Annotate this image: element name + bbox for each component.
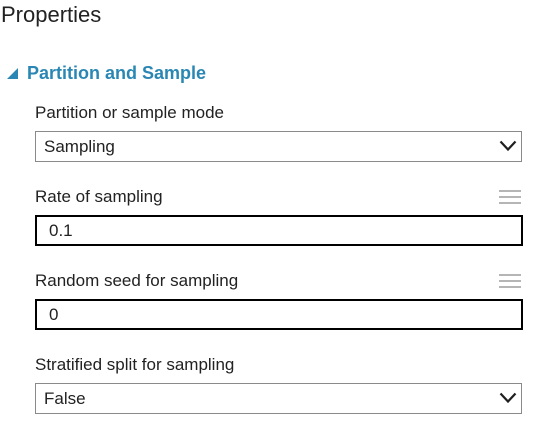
field-label: Random seed for sampling (35, 271, 239, 290)
field-label: Partition or sample mode (35, 103, 224, 122)
stratified-split-select[interactable]: False (35, 383, 522, 414)
field-random-seed: Random seed for sampling (35, 270, 523, 330)
triangle-collapse-icon[interactable] (6, 67, 19, 80)
panel-title: Properties (1, 2, 102, 27)
section-title: Partition and Sample (27, 62, 207, 83)
field-rate-of-sampling: Rate of sampling (35, 186, 523, 246)
field-label: Rate of sampling (35, 187, 163, 206)
chevron-down-icon (499, 139, 517, 153)
field-partition-mode: Partition or sample mode Sampling (35, 102, 523, 162)
select-value: Sampling (44, 137, 115, 156)
random-seed-input[interactable] (35, 299, 523, 330)
partition-mode-select[interactable]: Sampling (35, 131, 522, 162)
drag-handle-icon[interactable] (499, 274, 521, 288)
chevron-down-icon (499, 391, 517, 405)
rate-of-sampling-input[interactable] (35, 215, 523, 246)
drag-handle-icon[interactable] (499, 190, 521, 204)
field-stratified-split: Stratified split for sampling False (35, 354, 523, 414)
field-label: Stratified split for sampling (35, 355, 235, 374)
section-header-partition-and-sample[interactable]: Partition and Sample (6, 60, 206, 86)
select-value: False (44, 389, 86, 408)
